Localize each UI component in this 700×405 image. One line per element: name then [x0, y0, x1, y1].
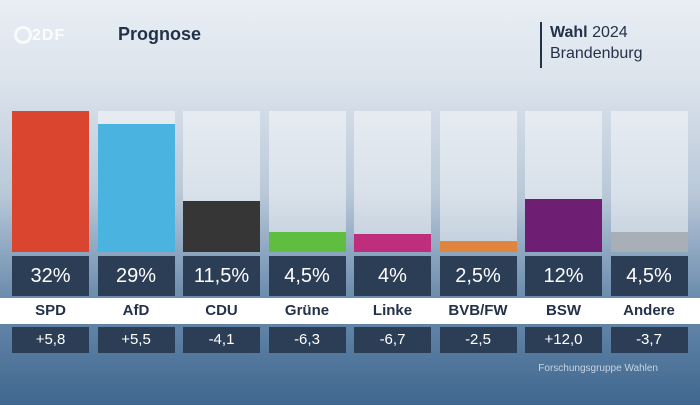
page-title: Prognose [118, 24, 202, 44]
election-year: 2024 [592, 24, 628, 41]
bar-linke [354, 234, 431, 252]
bar-bvb-fw [439, 240, 517, 252]
party-name-strip [0, 298, 700, 324]
party-label: Andere [623, 302, 675, 319]
value-label: 4% [354, 256, 431, 296]
value-label: 4,5% [268, 256, 346, 296]
bar-gr-ne [268, 232, 346, 252]
zdf-logo: 2DF [14, 26, 66, 48]
value-label: 12% [525, 256, 602, 296]
header: 2DF Prognose Wahl 2024 Brandenburg [0, 0, 700, 80]
value-label: 29% [97, 256, 175, 296]
party-label: BVB/FW [448, 302, 508, 319]
party-label: BSW [546, 302, 581, 319]
change-label: -4,1 [183, 327, 260, 353]
change-label: +5,5 [97, 327, 175, 353]
change-label: +5,8 [12, 327, 89, 353]
election-region: Brandenburg [550, 45, 643, 62]
change-label: -2,5 [439, 327, 517, 353]
value-label: 11,5% [183, 256, 260, 296]
bar-bsw [525, 199, 602, 252]
logo-text: 2DF [32, 27, 66, 44]
bar-afd [97, 124, 175, 252]
bar-background [439, 111, 517, 252]
party-label: SPD [35, 302, 66, 319]
change-label: -6,3 [268, 327, 346, 353]
party-label: Linke [372, 302, 413, 319]
value-label: 2,5% [439, 256, 517, 296]
source-credit: Forschungsgruppe Wahlen [538, 363, 658, 374]
bar-andere [610, 232, 688, 252]
party-label: CDU [205, 302, 238, 319]
bar-background [268, 111, 346, 252]
value-label: 32% [12, 256, 89, 296]
change-label: +12,0 [525, 327, 602, 353]
bar-background [354, 111, 431, 252]
bar-cdu [183, 201, 260, 252]
election-label: Wahl [550, 24, 588, 41]
party-label: Grüne [284, 302, 330, 319]
value-label: 4,5% [610, 256, 688, 296]
party-label: AfD [122, 302, 150, 319]
change-label: -6,7 [354, 327, 431, 353]
election-info: Wahl 2024 Brandenburg [540, 22, 643, 68]
bar-spd [12, 111, 89, 252]
bar-background [610, 111, 688, 252]
change-label: -3,7 [610, 327, 688, 353]
